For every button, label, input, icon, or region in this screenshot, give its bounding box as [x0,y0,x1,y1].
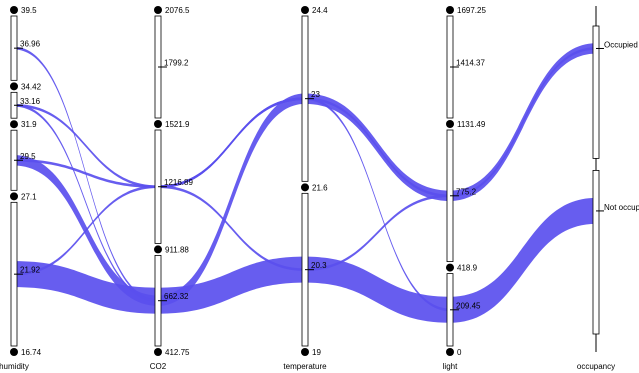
break-label: 19 [312,348,321,357]
break-dot [301,183,309,192]
break-label: 1521.9 [165,120,190,129]
break-dot [446,263,454,272]
tick-label: 23 [311,90,320,99]
tick-label: 21.92 [20,266,41,275]
break-label: 39.5 [21,6,37,15]
break-label: 418.9 [457,264,478,273]
break-dot [154,348,162,356]
break-label: 31.9 [21,120,37,129]
break-dot [446,348,454,356]
tick-label: 33.16 [20,97,41,106]
category-bar-not-occupied [592,169,600,335]
break-label: 21.6 [312,183,328,192]
flow-ribbon-4 [14,103,158,302]
break-dot [10,82,18,91]
flow-ribbon-8 [305,97,450,312]
tick-label: 209.45 [456,301,481,310]
tick-label: 29.5 [20,152,36,161]
break-dot [10,120,18,129]
break-dot [10,348,18,356]
break-dot [446,6,454,14]
break-dot [301,6,309,14]
axis-temperature: 24.4 21.6 19 23 20.3 temperature [283,6,328,371]
break-dot [154,120,162,129]
axis-title-occupancy: occupancy [577,362,615,371]
category-label-occupied: Occupied [604,40,638,49]
axes-layer: 39.5 34.42 31.9 27.1 16.74 36.96 33.16 29.5 21.9… [0,6,639,371]
category-label-not-occupied: Not occupied [604,203,639,212]
tick-label: 1799.2 [164,59,189,68]
break-dot [301,348,309,356]
break-label: 27.1 [21,192,37,201]
axis-occupancy: Occupied Not occupied occupancy [577,6,639,371]
axis-humidity: 39.5 34.42 31.9 27.1 16.74 36.96 33.16 29.5 21.9… [0,6,42,371]
break-dot [10,192,18,201]
break-label: 911.88 [165,245,189,254]
axis-title-light: light [443,362,458,371]
break-label: 16.74 [21,348,42,357]
break-label: 412.75 [165,348,190,357]
break-label: 1697.25 [457,6,486,15]
break-dot [154,245,162,254]
axis-title-co2: CO2 [150,362,167,371]
break-label: 2076.5 [165,6,190,15]
break-label: 34.42 [21,82,42,91]
axis-title-humidity: humidity [0,362,29,371]
break-dot [10,6,18,14]
axis-title-temperature: temperature [283,362,327,371]
tick-label: 1216.89 [164,178,193,187]
axis-co2: 2076.5 1521.9 911.88 412.75 1799.2 1216.89 662… [150,6,193,371]
tick-label: 36.96 [20,40,41,49]
break-dot [154,6,162,14]
tick-label: 20.3 [311,261,327,270]
tick-label: 775.2 [456,187,477,196]
tick-label: 662.32 [164,292,189,301]
break-dot [446,120,454,129]
tick-label: 1414.37 [456,59,485,68]
break-label: 0 [457,348,462,357]
break-label: 1131.49 [457,120,486,129]
axis-light: 1697.25 1131.49 418.9 0 1414.37 775.2 209.45 li… [443,6,486,371]
category-bar-occupied [592,25,600,159]
break-label: 24.4 [312,6,328,15]
